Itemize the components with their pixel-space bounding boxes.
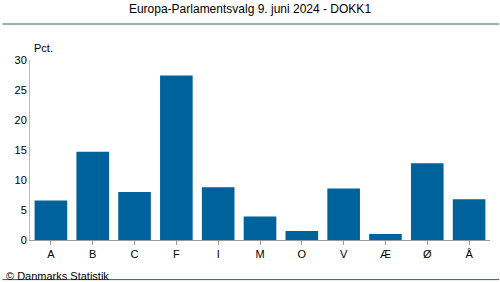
svg-text:Å: Å [465,248,473,260]
svg-text:30: 30 [15,54,27,66]
svg-text:A: A [47,248,55,260]
svg-text:15: 15 [15,144,27,156]
svg-text:10: 10 [15,174,27,186]
svg-text:0: 0 [21,234,27,246]
svg-text:M: M [255,248,264,260]
svg-text:I: I [217,248,220,260]
svg-text:20: 20 [15,114,27,126]
svg-text:25: 25 [15,84,27,96]
svg-text:F: F [173,248,180,260]
svg-text:Europa-Parlamentsvalg 9. juni: Europa-Parlamentsvalg 9. juni 2024 - DOK… [129,2,371,16]
svg-text:Ø: Ø [423,248,432,260]
svg-text:5: 5 [21,204,27,216]
svg-text:Pct.: Pct. [34,42,53,54]
svg-text:V: V [340,248,348,260]
svg-text:© Danmarks Statistik: © Danmarks Statistik [6,270,109,282]
svg-text:Æ: Æ [380,248,391,260]
svg-text:C: C [131,248,139,260]
svg-text:B: B [89,248,96,260]
svg-text:O: O [298,248,307,260]
